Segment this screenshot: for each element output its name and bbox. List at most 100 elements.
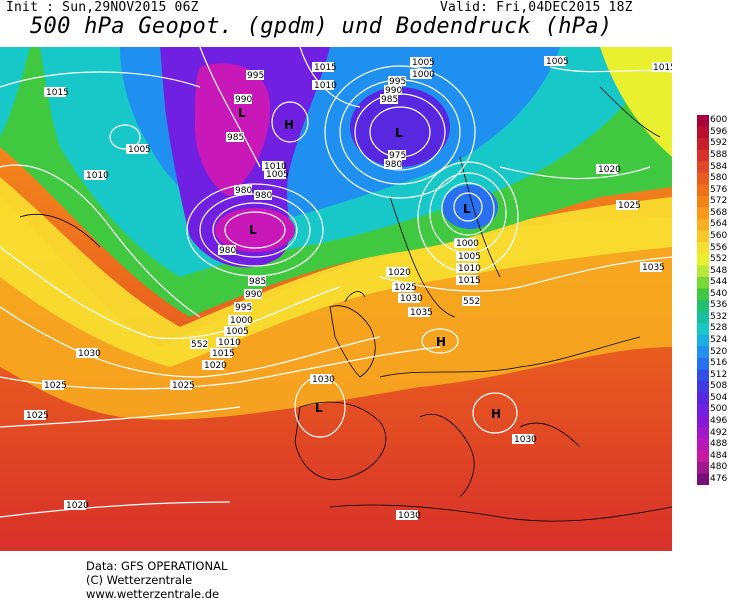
svg-text:1005: 1005	[266, 170, 289, 180]
color-scale-segment	[697, 380, 709, 393]
isobar-label: 1000	[228, 315, 253, 326]
isobar-label: 1015	[44, 87, 69, 98]
color-scale-segment	[697, 138, 709, 151]
color-scale-segment	[697, 253, 709, 266]
color-scale-segment	[697, 276, 709, 289]
isobar-label: 995	[388, 76, 406, 87]
isobar-label: 1000	[410, 69, 435, 80]
isobar-label: 995	[246, 70, 264, 81]
isobar-label: 1010	[84, 170, 109, 181]
copyright: (C) Wetterzentrale	[86, 573, 193, 587]
isobar-label: 1030	[76, 348, 101, 359]
svg-text:1020: 1020	[204, 361, 227, 371]
svg-text:1030: 1030	[78, 349, 101, 359]
svg-text:995: 995	[389, 77, 406, 87]
svg-text:1030: 1030	[398, 511, 421, 521]
svg-text:1010: 1010	[264, 162, 287, 172]
color-scale-tick-label: 480	[710, 462, 728, 473]
isobar-label: 1005	[410, 57, 435, 68]
isobar-label: 1020	[64, 500, 89, 511]
isobar-label: 1005	[544, 56, 569, 67]
svg-text:980: 980	[385, 160, 402, 170]
isobar-label: 1030	[396, 510, 421, 521]
isobar-label: 1025	[392, 282, 417, 293]
isobar-label: 1015	[312, 62, 337, 73]
color-scale-segment	[697, 473, 709, 485]
svg-text:1020: 1020	[598, 165, 621, 175]
svg-text:985: 985	[249, 277, 266, 287]
color-scale-segment	[697, 404, 709, 417]
isobar-label: 995	[234, 302, 252, 313]
weather-map: 1015 1010 1005 1015 1010 995 990 985 101…	[0, 47, 672, 551]
svg-text:1005: 1005	[128, 145, 151, 155]
isobar-label: 552	[190, 339, 208, 350]
svg-text:995: 995	[235, 303, 252, 313]
color-scale-bar	[697, 115, 709, 485]
isobar-label: 1005	[264, 169, 289, 180]
color-scale-segment	[697, 334, 709, 347]
color-scale-tick-label: 556	[710, 242, 728, 253]
high-center: H	[436, 335, 446, 349]
svg-text:1005: 1005	[546, 57, 569, 67]
color-scale-tick-label: 588	[710, 150, 728, 160]
svg-text:1030: 1030	[400, 294, 423, 304]
isobar-label: 990	[244, 289, 262, 300]
color-scale-segment	[697, 265, 709, 278]
svg-text:1015: 1015	[212, 349, 235, 359]
svg-text:980: 980	[235, 186, 252, 196]
color-scale-tick-label: 592	[710, 138, 728, 149]
color-scale-tick-label: 600	[710, 115, 728, 126]
color-scale-tick-label: 508	[710, 381, 728, 392]
svg-text:1010: 1010	[458, 264, 481, 274]
color-scale-tick-label: 552	[710, 254, 728, 264]
isobar-label: 985	[226, 132, 244, 143]
isobar-label: 985	[248, 276, 266, 287]
color-scale-segment	[697, 392, 709, 405]
color-scale-segment	[697, 311, 709, 324]
svg-text:1035: 1035	[410, 308, 433, 318]
isobar-label: 1030	[512, 434, 537, 445]
isobar-label: 980	[218, 245, 236, 256]
svg-text:1015: 1015	[653, 63, 672, 73]
color-scale-tick-label: 532	[710, 311, 728, 322]
color-scale-segment	[697, 450, 709, 463]
isobar-label: 980	[234, 185, 252, 196]
color-scale-segment	[697, 161, 709, 174]
svg-text:1020: 1020	[66, 501, 89, 511]
svg-text:1000: 1000	[456, 239, 479, 249]
isobar-label: 1020	[596, 164, 621, 175]
isobar-label: 1025	[170, 380, 195, 391]
color-scale-segment	[697, 115, 709, 128]
isobar-label: 1025	[24, 410, 49, 421]
color-scale-tick-label: 576	[710, 184, 728, 195]
low-center: L	[395, 126, 403, 140]
color-scale-segment	[697, 172, 709, 185]
color-scale-tick-label: 476	[710, 473, 728, 484]
color-scale-tick-label: 584	[710, 161, 728, 172]
color-scale-tick-label: 512	[710, 369, 728, 380]
color-scale-segment	[697, 207, 709, 220]
isobar-label: 1000	[454, 238, 479, 249]
color-scale-tick-label: 484	[710, 450, 728, 461]
color-scale-segment	[697, 300, 709, 313]
isobar-label: 552	[462, 296, 480, 307]
isobar-label: 980	[254, 190, 272, 201]
svg-text:1020: 1020	[388, 268, 411, 278]
isobar-label: 1010	[312, 80, 337, 91]
isobar-labels: 1015 1010 1005 1015 1010 995 990 985 101…	[24, 56, 672, 521]
svg-text:1025: 1025	[394, 283, 417, 293]
color-scale-tick-label: 568	[710, 207, 728, 218]
color-scale-tick-label: 528	[710, 323, 728, 334]
low-center: L	[315, 401, 323, 415]
svg-text:1025: 1025	[618, 201, 641, 211]
svg-text:1015: 1015	[46, 88, 69, 98]
high-center: H	[491, 407, 501, 421]
svg-text:1030: 1030	[514, 435, 537, 445]
isobar-label: 1020	[202, 360, 227, 371]
color-scale-tick-label: 488	[710, 439, 728, 449]
valid-time: Valid: Fri,04DEC2015 18Z	[440, 0, 633, 15]
isobar-label: 1035	[408, 307, 433, 318]
color-scale-segment	[697, 288, 709, 301]
color-scale-tick-label: 536	[710, 300, 728, 311]
color-scale-segment	[697, 149, 709, 162]
